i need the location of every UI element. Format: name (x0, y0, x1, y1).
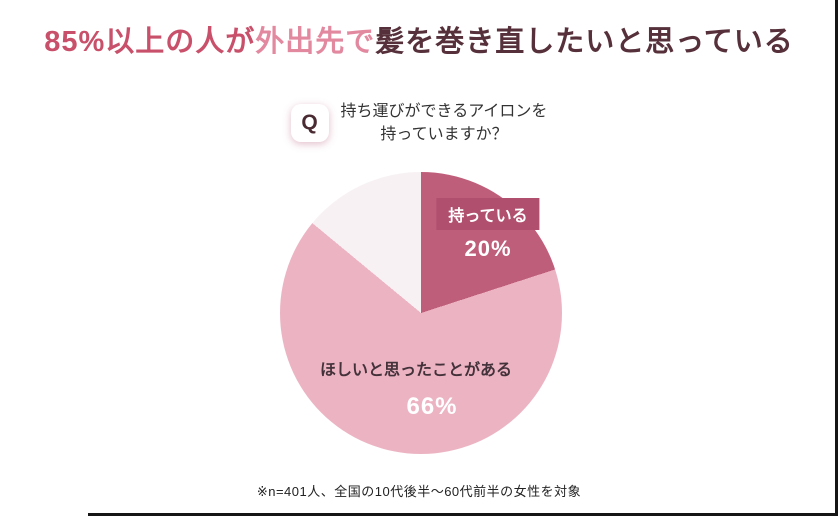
slice-value-wanted: 66% (406, 393, 458, 420)
question-text: 持ち運びができるアイロンを 持っていますか？ (341, 100, 548, 146)
window-edge-right (835, 0, 838, 516)
question-line-2: 持っていますか？ (380, 126, 508, 144)
window-edge-bottom (88, 513, 838, 516)
footnote: ※n=401人、全国の10代後半〜60代前半の女性を対象 (256, 484, 582, 499)
page-title: 85%以上の人が外出先で髪を巻き直したいと思っている (0, 18, 838, 60)
title-segment-highlight: 外出先で (255, 26, 376, 58)
slice-label-wanted: ほしいと思ったことがある (319, 362, 513, 379)
question-block: Q 持ち運びができるアイロンを 持っていますか？ (0, 100, 838, 146)
question-q-icon: Q (290, 104, 329, 143)
slice-label-have: 持っている (436, 198, 540, 230)
title-segment-main: 髪を巻き直したいと思っている (375, 26, 794, 58)
title-segment-percentage: 85%以上の人が (44, 26, 256, 58)
slice-value-have: 20% (464, 236, 512, 261)
question-line-1: 持ち運びができるアイロンを (340, 103, 548, 120)
